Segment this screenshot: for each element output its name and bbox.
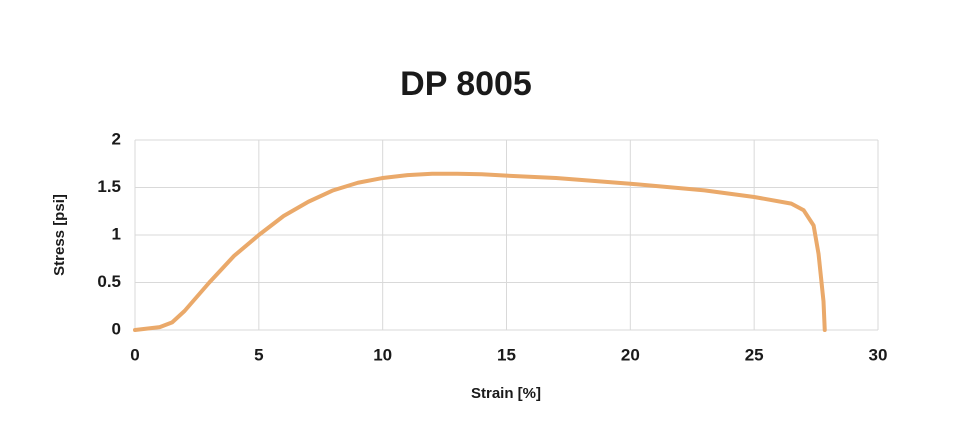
y-tick-label: 1 [112, 224, 121, 243]
data-line [133, 171, 827, 332]
x-tick-label: 5 [254, 345, 263, 364]
x-tick-label: 30 [869, 345, 888, 364]
y-tick-label: 0 [112, 319, 121, 338]
x-tick-label: 25 [745, 345, 764, 364]
chart-title: DP 8005 [400, 65, 532, 103]
x-axis-title: Strain [%] [471, 385, 541, 402]
x-tick-label: 10 [373, 345, 392, 364]
y-tick-label: 1.5 [97, 177, 121, 196]
x-tick-label: 0 [130, 345, 139, 364]
y-axis-title: Stress [psi] [51, 194, 68, 276]
y-tick-label: 0.5 [97, 272, 121, 291]
x-tick-label: 15 [497, 345, 516, 364]
y-tick-label: 2 [112, 129, 121, 148]
x-tick-label: 20 [621, 345, 640, 364]
